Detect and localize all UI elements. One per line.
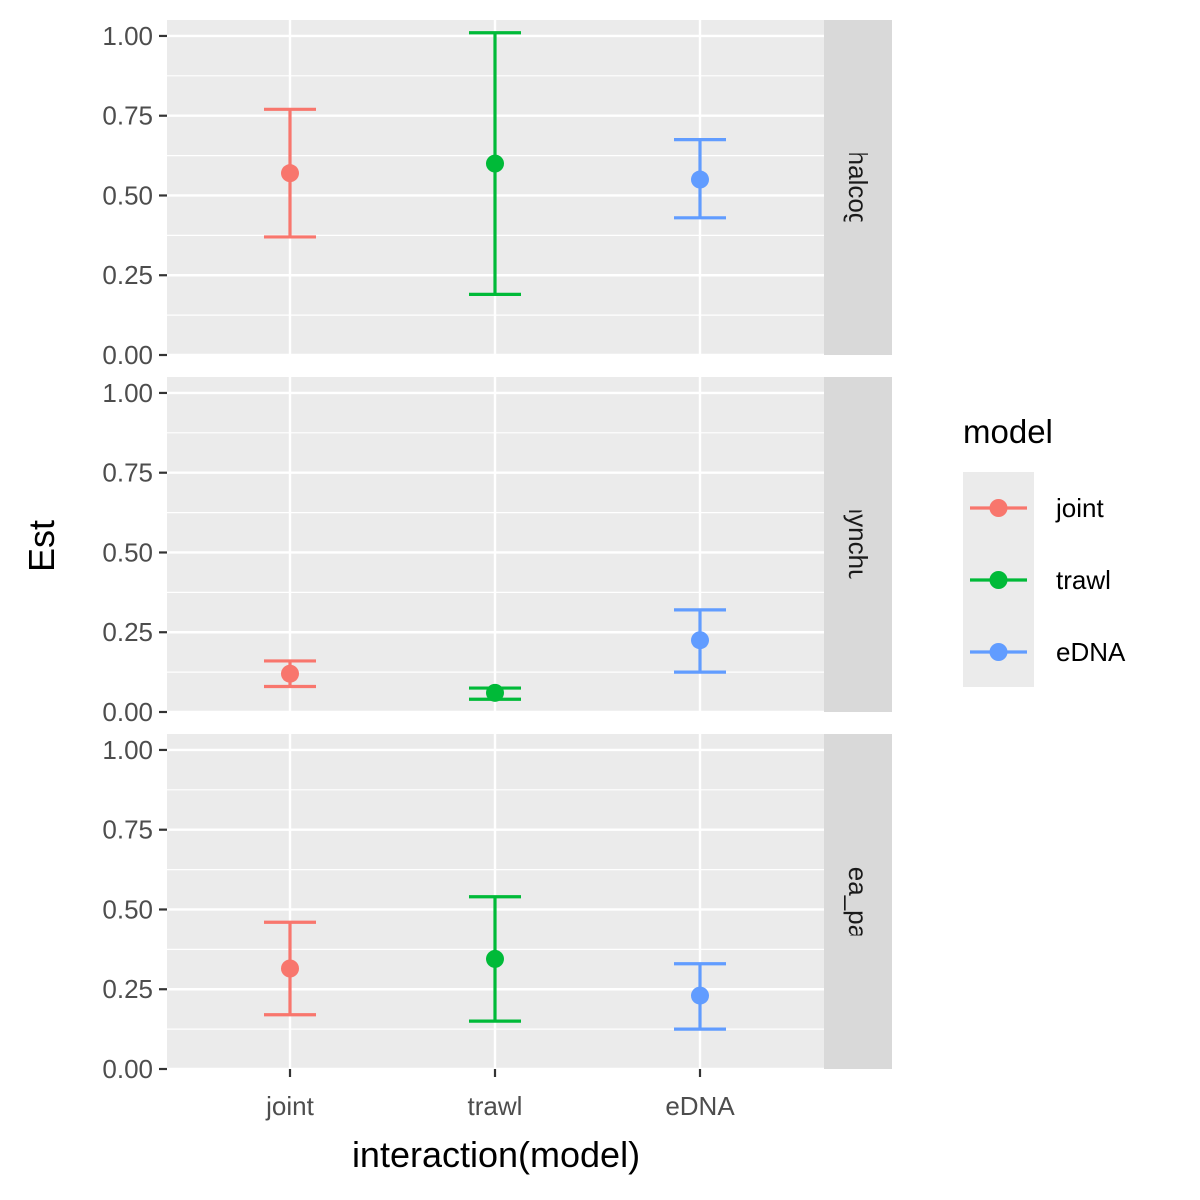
legend-title: model: [963, 413, 1053, 450]
facet-panel: 0.00 0.25 0.50 0.75 1.00 Oncorhynchus_keta: [102, 377, 892, 727]
legend-entry: eDNA: [970, 637, 1126, 667]
y-axis-title: Est: [21, 520, 62, 572]
legend: model joint trawl eDNA: [963, 413, 1126, 687]
x-axis: joint trawl eDNA: [265, 1069, 735, 1121]
data-point: [486, 949, 504, 968]
y-tick-label: 0.00: [102, 697, 153, 727]
data-point: [486, 683, 504, 702]
data-point: [691, 631, 709, 650]
legend-entry: trawl: [970, 565, 1111, 595]
data-point: [281, 959, 299, 978]
y-tick-label: 0.75: [102, 458, 153, 488]
y-tick-label: 0.50: [102, 894, 153, 924]
data-point: [281, 164, 299, 183]
facet-panel: 0.00 0.25 0.50 0.75 1.00 adus_chalcogrammu: [102, 20, 892, 370]
y-tick-label: 0.00: [102, 340, 153, 370]
y-tick-label: 0.75: [102, 815, 153, 845]
x-tick-label: joint: [265, 1091, 314, 1121]
facet-strip-label: Oncorhynchus_keta: [843, 429, 873, 661]
y-tick-label: 1.00: [102, 21, 153, 51]
y-tick-label: 0.50: [102, 537, 153, 567]
legend-key-point: [989, 571, 1008, 589]
y-tick-label: 0.25: [102, 260, 153, 290]
x-tick-label: eDNA: [665, 1091, 735, 1121]
data-point: [486, 154, 504, 173]
legend-label: eDNA: [1056, 637, 1126, 667]
y-tick-label: 0.25: [102, 617, 153, 647]
legend-key-point: [989, 499, 1008, 517]
legend-entry: joint: [970, 493, 1104, 523]
facet-panel: 0.00 0.25 0.50 0.75 1.00 Clupea_pallasii: [102, 734, 892, 1084]
y-tick-label: 0.25: [102, 974, 153, 1004]
facet-strip: [824, 734, 892, 1069]
x-tick-label: trawl: [468, 1091, 523, 1121]
data-point: [281, 664, 299, 683]
legend-label: trawl: [1056, 565, 1111, 595]
y-tick-label: 1.00: [102, 735, 153, 765]
y-tick-label: 1.00: [102, 378, 153, 408]
legend-entries: joint trawl eDNA: [970, 493, 1126, 667]
facet-strip: [824, 377, 892, 712]
legend-key-point: [989, 643, 1008, 661]
data-point: [691, 986, 709, 1005]
data-point: [691, 170, 709, 189]
y-tick-label: 0.75: [102, 101, 153, 131]
facet-strip: [824, 20, 892, 355]
legend-label: joint: [1055, 493, 1104, 523]
y-tick-label: 0.50: [102, 180, 153, 210]
y-tick-label: 0.00: [102, 1054, 153, 1084]
x-axis-title: interaction(model): [352, 1134, 640, 1175]
facet-panels: 0.000.250.500.751.00adus_chalcogrammu0.0…: [102, 20, 892, 1084]
facet-strip-label: adus_chalcogrammu: [843, 67, 873, 308]
facet-strip-label: Clupea_pallasii: [843, 813, 873, 989]
